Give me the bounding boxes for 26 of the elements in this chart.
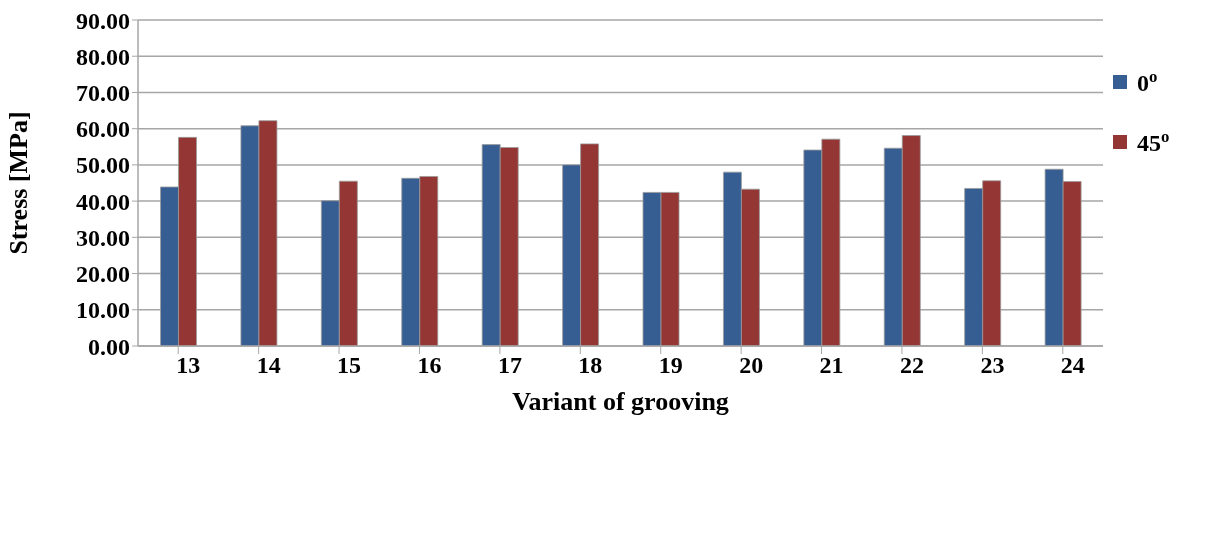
x-tick-label: 13: [176, 352, 201, 379]
y-tick-label: 50.00: [76, 152, 130, 179]
x-tick-label: 24: [1060, 352, 1085, 379]
y-tick-label: 30.00: [76, 224, 130, 251]
x-tick-label: 21: [819, 352, 844, 379]
y-tick-label: 60.00: [76, 116, 130, 143]
legend-label: 0$^{o}$: [1137, 66, 1158, 96]
x-tick-label: 18: [578, 352, 603, 379]
x-tick-label: 17: [497, 352, 522, 379]
x-tick-label: 22: [899, 352, 924, 379]
y-tick-label: 20.00: [76, 261, 130, 288]
legend-label: 45$^{o}$: [1137, 126, 1170, 156]
y-tick-label: 80.00: [76, 43, 130, 70]
x-tick-label: 14: [256, 352, 281, 379]
x-tick-label: 20: [739, 352, 764, 379]
y-tick-label: 10.00: [76, 297, 130, 324]
x-axis-title: Variant of grooving: [512, 387, 729, 416]
x-tick-label: 16: [417, 352, 442, 379]
y-tick-label: 90.00: [76, 7, 130, 34]
y-tick-label: 40.00: [76, 188, 130, 215]
x-tick-label: 23: [980, 352, 1005, 379]
x-tick-label: 15: [337, 352, 362, 379]
y-tick-label: 70.00: [76, 79, 130, 106]
y-axis-title: Stress [MPa]: [4, 111, 34, 255]
y-tick-label: 0.00: [88, 333, 130, 360]
x-tick-label: 19: [658, 352, 683, 379]
